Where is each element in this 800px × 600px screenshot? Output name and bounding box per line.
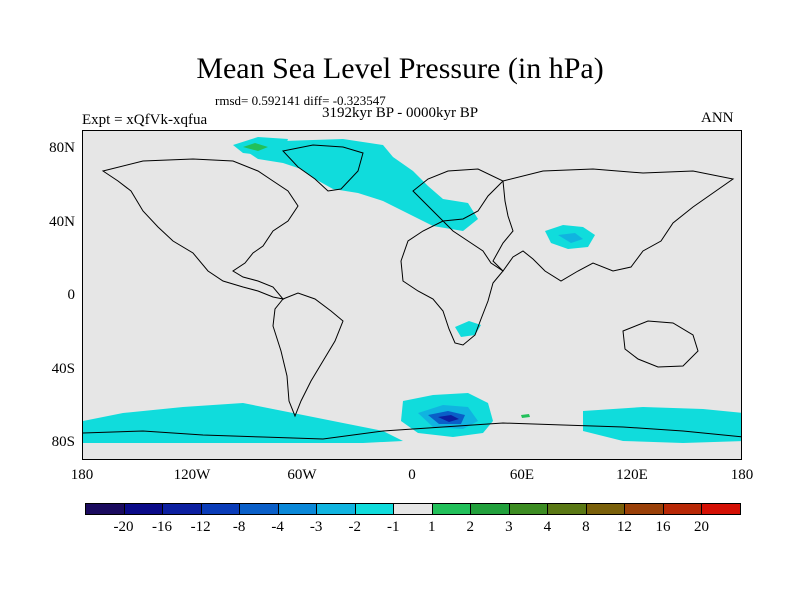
legend-color-box xyxy=(701,503,741,515)
x-tick-label: 0 xyxy=(408,467,416,483)
europe-africa-coast xyxy=(400,168,504,346)
legend-color-box xyxy=(431,503,472,515)
asia-coast xyxy=(492,168,735,282)
legend-color-box xyxy=(354,503,395,515)
y-tick-label: 40S xyxy=(51,361,75,377)
map-panel xyxy=(82,130,742,460)
legend-color-box xyxy=(393,503,433,515)
legend-label: 16 xyxy=(655,519,671,535)
anomaly-antarctic-core-3 xyxy=(438,415,459,422)
legend-color-box xyxy=(470,503,510,515)
legend-label: 4 xyxy=(543,519,552,535)
legend-label: -20 xyxy=(113,519,134,535)
period-subtitle: 3192kyr BP - 0000kyr BP xyxy=(322,105,479,121)
legend-color-box xyxy=(624,503,664,515)
experiment-label: Expt = xQfVk-xqfua xyxy=(82,112,208,128)
y-tick-label: 40N xyxy=(49,214,75,230)
legend-color-box xyxy=(316,503,356,515)
greenland-coast xyxy=(282,144,364,192)
legend-color-box xyxy=(239,503,279,515)
x-tick-label: 120E xyxy=(616,467,648,483)
legend-label: -1 xyxy=(386,519,400,535)
legend-label: 12 xyxy=(616,519,632,535)
anomaly-north-atlantic xyxy=(243,139,478,231)
legend-color-box xyxy=(123,503,164,515)
legend-label: 3 xyxy=(505,519,513,535)
anomaly-antarctic-west xyxy=(83,403,403,443)
legend-label: -12 xyxy=(190,519,211,535)
stats-subtitle: rmsd= 0.592141 diff= -0.323547 xyxy=(215,93,386,108)
legend-label: 1 xyxy=(428,519,436,535)
y-tick-label: 0 xyxy=(67,287,76,303)
anomaly-shading xyxy=(83,137,741,443)
legend-label: 2 xyxy=(466,519,475,535)
anomaly-antarctic-far-east xyxy=(583,407,741,443)
legend-label: -16 xyxy=(152,519,173,535)
x-tick-label: 180 xyxy=(70,467,94,483)
legend-label: 20 xyxy=(693,519,709,535)
y-tick-label: 80N xyxy=(49,140,75,156)
legend-label: -2 xyxy=(348,519,361,535)
antarctica-coast xyxy=(83,422,741,440)
legend-color-box xyxy=(277,503,318,515)
x-tick-label: 180 xyxy=(730,467,754,483)
north-america-coast xyxy=(101,158,299,300)
legend-color-box xyxy=(162,503,202,515)
season-label: ANN xyxy=(701,110,734,126)
anomaly-asia-core xyxy=(558,233,583,243)
map-svg xyxy=(83,137,741,443)
x-tick-label: 60W xyxy=(287,467,317,483)
legend-color-box xyxy=(585,503,626,515)
legend-label: -3 xyxy=(309,519,323,535)
legend-color-box xyxy=(200,503,241,515)
anomaly-south-africa xyxy=(455,321,481,337)
legend-label: -8 xyxy=(232,519,246,535)
south-america-coast xyxy=(272,292,344,418)
legend-color-box xyxy=(547,503,587,515)
coastlines xyxy=(83,144,741,440)
anomaly-arctic-green xyxy=(243,143,268,151)
y-tick-label: 80S xyxy=(51,434,75,450)
legend-label: -4 xyxy=(271,519,284,535)
legend-color-box xyxy=(85,503,125,515)
x-tick-label: 120W xyxy=(173,467,211,483)
legend-color-box xyxy=(662,503,703,515)
x-tick-label: 60E xyxy=(509,467,535,483)
legend-label: 8 xyxy=(582,519,590,535)
anomaly-green-speck xyxy=(521,414,530,418)
legend-color-box xyxy=(508,503,549,515)
australia-coast xyxy=(622,320,699,368)
map-title: Mean Sea Level Pressure (in hPa) xyxy=(196,52,604,85)
